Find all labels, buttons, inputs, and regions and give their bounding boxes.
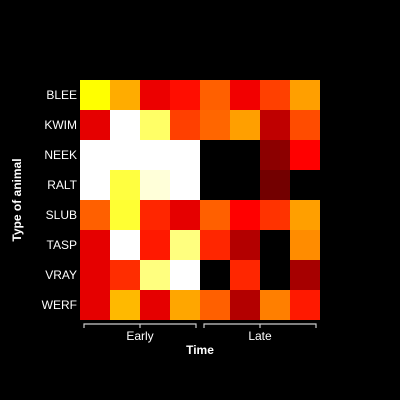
heatmap-cell-tasp-2 — [110, 230, 140, 260]
heatmap-cell-blee-6 — [230, 80, 260, 110]
heatmap-cell-slub-7 — [260, 200, 290, 230]
column-group-brackets: Early Late — [83, 323, 317, 343]
heatmap-cell-blee-4 — [170, 80, 200, 110]
column-group-label-early: Early — [126, 329, 153, 343]
heatmap-cell-neek-5 — [200, 140, 230, 170]
heatmap-cell-neek-2 — [110, 140, 140, 170]
heatmap-cell-tasp-7 — [260, 230, 290, 260]
heatmap-cell-slub-6 — [230, 200, 260, 230]
row-label-vray: VRAY — [45, 268, 77, 282]
heatmap-cell-ralt-1 — [80, 170, 110, 200]
heatmap-cell-vray-2 — [110, 260, 140, 290]
heatmap-cell-werf-8 — [290, 290, 320, 320]
row-labels: BLEE KWIM NEEK RALT SLUB TASP VRAY WERF — [42, 88, 78, 312]
heatmap-cell-blee-7 — [260, 80, 290, 110]
row-label-werf: WERF — [42, 298, 77, 312]
heatmap-cell-vray-3 — [140, 260, 170, 290]
heatmap-cell-werf-6 — [230, 290, 260, 320]
row-label-blee: BLEE — [46, 88, 77, 102]
heatmap-cell-slub-1 — [80, 200, 110, 230]
column-group-label-late: Late — [248, 329, 272, 343]
heatmap-cell-ralt-4 — [170, 170, 200, 200]
heatmap-cell-tasp-6 — [230, 230, 260, 260]
heatmap-cell-ralt-7 — [260, 170, 290, 200]
row-label-tasp: TASP — [47, 238, 77, 252]
heatmap-cell-werf-4 — [170, 290, 200, 320]
heatmap-cell-kwim-2 — [110, 110, 140, 140]
heatmap-cell-neek-1 — [80, 140, 110, 170]
row-label-ralt: RALT — [47, 178, 77, 192]
heatmap-cell-blee-2 — [110, 80, 140, 110]
heatmap-cell-tasp-3 — [140, 230, 170, 260]
heatmap-cell-slub-3 — [140, 200, 170, 230]
heatmap-cells — [80, 80, 320, 320]
heatmap-cell-ralt-6 — [230, 170, 260, 200]
row-label-kwim: KWIM — [44, 118, 77, 132]
heatmap-cell-vray-5 — [200, 260, 230, 290]
heatmap-cell-ralt-3 — [140, 170, 170, 200]
heatmap-cell-kwim-3 — [140, 110, 170, 140]
heatmap-cell-kwim-6 — [230, 110, 260, 140]
heatmap-cell-vray-7 — [260, 260, 290, 290]
heatmap-cell-blee-3 — [140, 80, 170, 110]
y-axis-title: Type of animal — [10, 158, 24, 241]
heatmap-cell-vray-4 — [170, 260, 200, 290]
heatmap-cell-tasp-4 — [170, 230, 200, 260]
heatmap-cell-tasp-8 — [290, 230, 320, 260]
heatmap-cell-neek-7 — [260, 140, 290, 170]
heatmap-cell-werf-5 — [200, 290, 230, 320]
heatmap-cell-vray-6 — [230, 260, 260, 290]
heatmap-cell-ralt-8 — [290, 170, 320, 200]
row-label-neek: NEEK — [44, 148, 77, 162]
x-axis-title: Time — [186, 343, 214, 357]
heatmap-cell-slub-5 — [200, 200, 230, 230]
heatmap-cell-slub-4 — [170, 200, 200, 230]
heatmap-cell-neek-3 — [140, 140, 170, 170]
heatmap-cell-ralt-2 — [110, 170, 140, 200]
heatmap-cell-vray-1 — [80, 260, 110, 290]
heatmap-cell-blee-5 — [200, 80, 230, 110]
heatmap-cell-blee-1 — [80, 80, 110, 110]
heatmap-cell-blee-8 — [290, 80, 320, 110]
heatmap-cell-werf-2 — [110, 290, 140, 320]
heatmap-cell-tasp-1 — [80, 230, 110, 260]
heatmap-cell-neek-6 — [230, 140, 260, 170]
heatmap-cell-werf-3 — [140, 290, 170, 320]
heatmap-cell-kwim-4 — [170, 110, 200, 140]
heatmap-cell-neek-8 — [290, 140, 320, 170]
heatmap-cell-slub-2 — [110, 200, 140, 230]
heatmap-cell-kwim-7 — [260, 110, 290, 140]
heatmap-cell-kwim-8 — [290, 110, 320, 140]
row-label-slub: SLUB — [46, 208, 77, 222]
heatmap-cell-slub-8 — [290, 200, 320, 230]
heatmap-cell-vray-8 — [290, 260, 320, 290]
heatmap-cell-werf-7 — [260, 290, 290, 320]
heatmap-cell-werf-1 — [80, 290, 110, 320]
heatmap-cell-kwim-5 — [200, 110, 230, 140]
heatmap-cell-kwim-1 — [80, 110, 110, 140]
heatmap-cell-neek-4 — [170, 140, 200, 170]
heatmap-cell-tasp-5 — [200, 230, 230, 260]
heatmap-cell-ralt-5 — [200, 170, 230, 200]
